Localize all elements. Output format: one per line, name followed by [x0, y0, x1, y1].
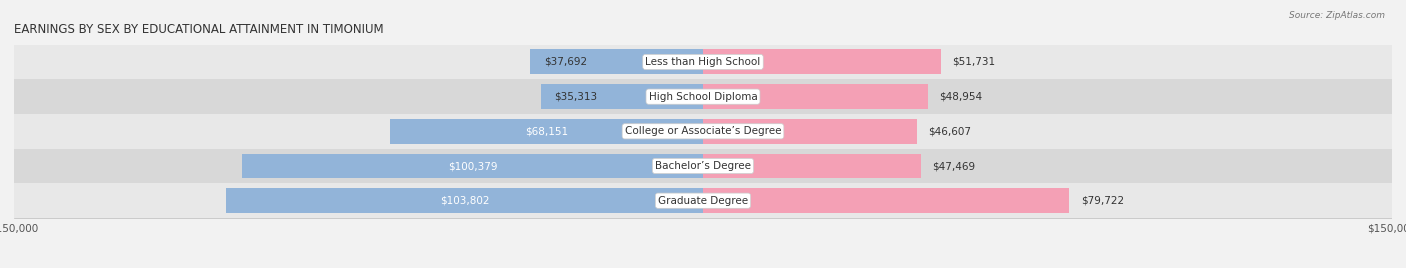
Text: $79,722: $79,722: [1081, 196, 1123, 206]
Bar: [389, 119, 703, 144]
Bar: [530, 50, 703, 75]
Text: $35,313: $35,313: [554, 92, 598, 102]
Text: EARNINGS BY SEX BY EDUCATIONAL ATTAINMENT IN TIMONIUM: EARNINGS BY SEX BY EDUCATIONAL ATTAINMEN…: [14, 23, 384, 36]
Text: $47,469: $47,469: [932, 161, 976, 171]
Bar: [14, 149, 1392, 183]
Text: $68,151: $68,151: [524, 126, 568, 136]
Text: College or Associate’s Degree: College or Associate’s Degree: [624, 126, 782, 136]
Bar: [14, 44, 1392, 79]
Bar: [242, 154, 703, 178]
Text: $103,802: $103,802: [440, 196, 489, 206]
Bar: [703, 84, 928, 109]
Text: Source: ZipAtlas.com: Source: ZipAtlas.com: [1289, 11, 1385, 20]
Bar: [14, 114, 1392, 149]
Text: Bachelor’s Degree: Bachelor’s Degree: [655, 161, 751, 171]
Bar: [703, 154, 921, 178]
Bar: [703, 188, 1069, 213]
Text: Less than High School: Less than High School: [645, 57, 761, 67]
Bar: [226, 188, 703, 213]
Text: $37,692: $37,692: [544, 57, 586, 67]
Text: $51,731: $51,731: [952, 57, 995, 67]
Text: $46,607: $46,607: [928, 126, 972, 136]
Text: $48,954: $48,954: [939, 92, 983, 102]
Bar: [541, 84, 703, 109]
Text: Graduate Degree: Graduate Degree: [658, 196, 748, 206]
Text: High School Diploma: High School Diploma: [648, 92, 758, 102]
Bar: [14, 79, 1392, 114]
Bar: [14, 183, 1392, 218]
Bar: [703, 50, 941, 75]
Bar: [703, 119, 917, 144]
Text: $100,379: $100,379: [447, 161, 498, 171]
